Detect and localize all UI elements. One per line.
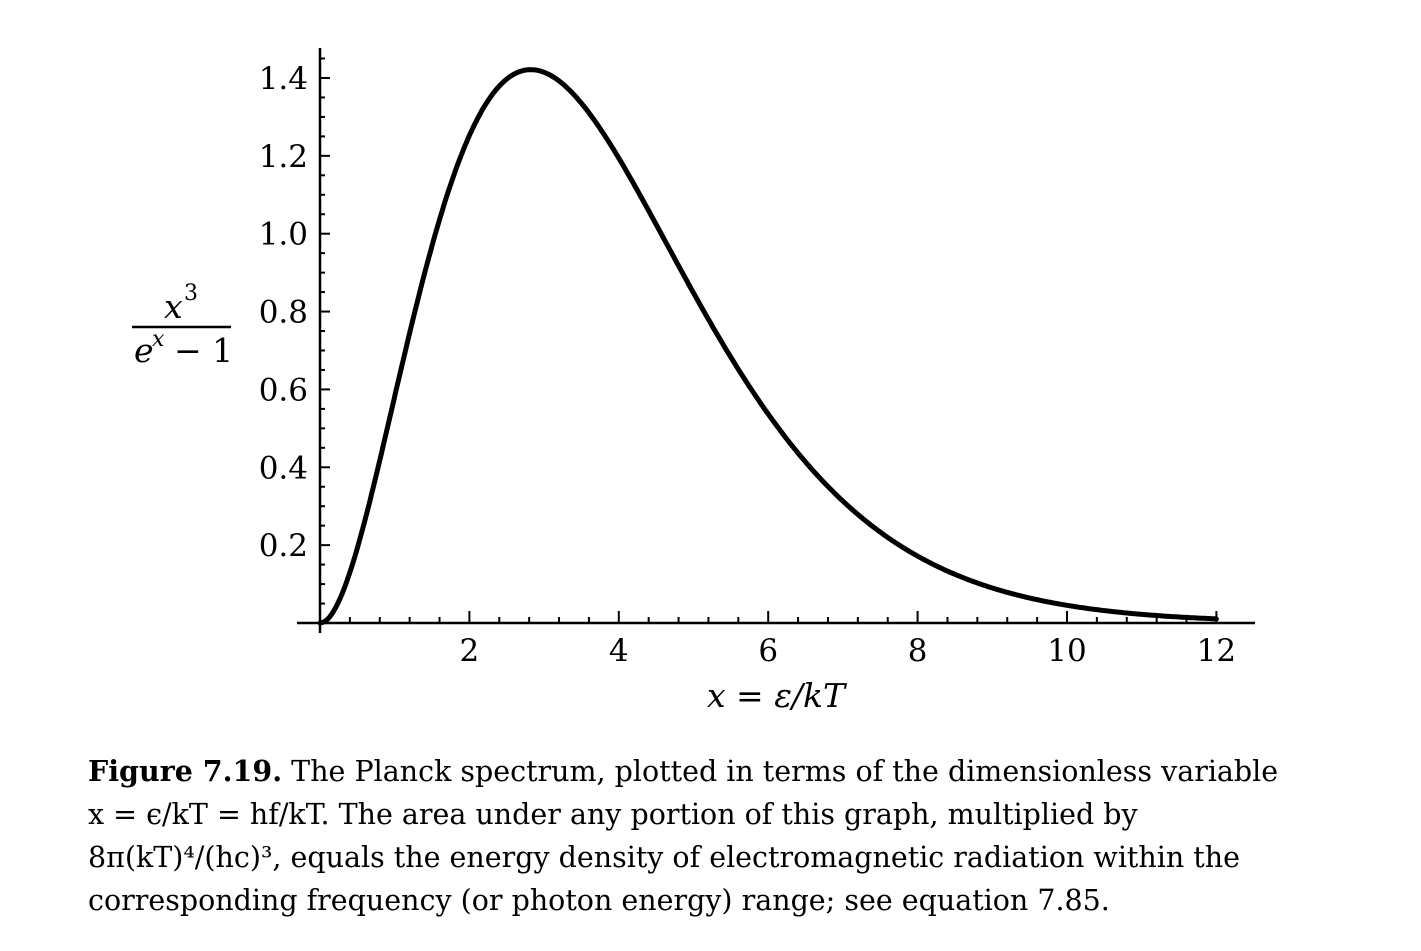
y-tick-label: 0.4 bbox=[259, 450, 308, 486]
y-label-numerator: x bbox=[164, 287, 183, 326]
y-tick-label: 0.8 bbox=[259, 295, 308, 331]
y-label-denominator-exponent: x bbox=[152, 327, 165, 352]
y-label-denominator: e bbox=[134, 331, 154, 370]
figure-label: Figure 7.19. bbox=[88, 754, 283, 788]
caption-text-1: The Planck spectrum, plotted in terms of… bbox=[282, 755, 1279, 788]
chart-tick-labels: 0.2 0.4 0.6 0.8 1.0 1.2 1.4 2 4 6 8 10 12 bbox=[259, 61, 1236, 669]
y-tick-label: 0.6 bbox=[259, 372, 308, 408]
x-tick-label: 4 bbox=[609, 633, 629, 669]
y-tick-label: 1.2 bbox=[259, 139, 308, 175]
caption-line-1: Figure 7.19. The Planck spectrum, plotte… bbox=[88, 750, 1378, 793]
x-tick-label: 2 bbox=[460, 633, 480, 669]
x-axis-label: x = ε/kT bbox=[707, 676, 848, 715]
planck-spectrum-chart: 0.2 0.4 0.6 0.8 1.0 1.2 1.4 2 4 6 8 10 12 x 3 e x − … bbox=[132, 48, 1255, 715]
caption-line-2: x = ϵ/kT = hf/kT. The area under any por… bbox=[88, 798, 1138, 831]
figure-caption: Figure 7.19. The Planck spectrum, plotte… bbox=[88, 750, 1378, 922]
y-tick-label: 0.2 bbox=[259, 528, 308, 564]
chart-axes bbox=[297, 48, 1255, 633]
x-tick-label: 6 bbox=[758, 633, 778, 669]
caption-line-3: 8π(kT)⁴/(hc)³, equals the energy density… bbox=[88, 841, 1240, 874]
y-axis-label: x 3 e x − 1 bbox=[132, 281, 233, 370]
y-label-denominator-tail: − 1 bbox=[174, 331, 233, 370]
planck-curve-line bbox=[317, 67, 1219, 626]
x-tick-label: 10 bbox=[1047, 633, 1086, 669]
x-tick-label: 8 bbox=[908, 633, 928, 669]
y-tick-label: 1.4 bbox=[259, 61, 308, 97]
y-label-numerator-exponent: 3 bbox=[184, 281, 198, 306]
x-tick-label: 12 bbox=[1197, 633, 1236, 669]
y-tick-label: 1.0 bbox=[259, 217, 308, 253]
caption-line-4: corresponding frequency (or photon energ… bbox=[88, 884, 1110, 917]
chart-ticks bbox=[320, 57, 1218, 623]
